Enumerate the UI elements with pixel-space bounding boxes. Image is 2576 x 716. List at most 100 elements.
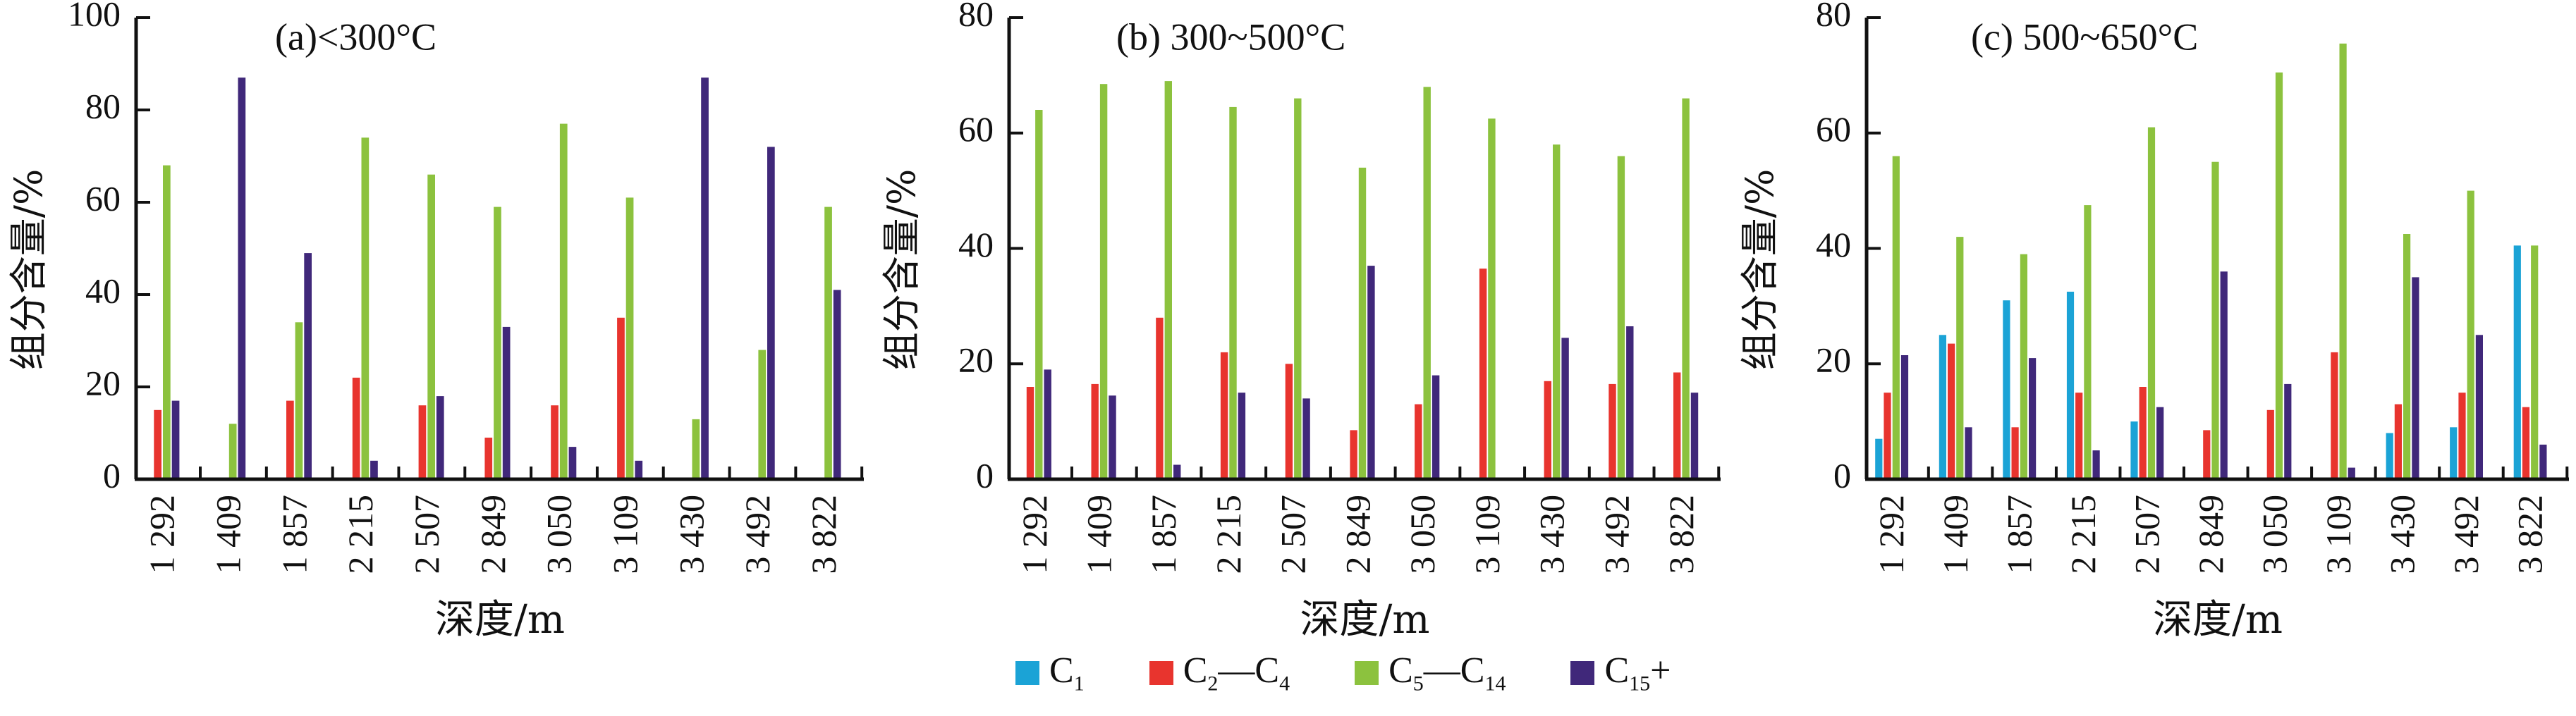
bar-c5-c14-2 <box>1956 237 1964 479</box>
bar-c5-c14-2 <box>1099 84 1108 479</box>
bar-c1-2 <box>1939 335 1946 479</box>
y-tick-label: 20 <box>85 363 121 402</box>
bar-c5-c14-10 <box>758 350 767 479</box>
bar-c2-c4-4 <box>1220 352 1228 479</box>
bar-c15-plus-1 <box>1044 369 1051 479</box>
y-tick-label: 80 <box>958 0 994 33</box>
x-tick-label: 1 292 <box>142 495 182 574</box>
bar-c15-plus-3 <box>304 253 312 479</box>
y-tick-label: 80 <box>85 86 121 125</box>
x-tick-label: 2 507 <box>407 495 446 574</box>
x-tick-label: 2 215 <box>2063 495 2103 574</box>
bar-c5-c14-7 <box>1423 87 1431 480</box>
bar-c2-c4-3 <box>1156 317 1164 480</box>
bar-c2-c4-7 <box>2266 409 2274 480</box>
bar-c2-c4-9 <box>2394 404 2402 479</box>
bar-c15-plus-3 <box>2029 358 2037 479</box>
x-tick-label: 3 822 <box>2510 495 2550 574</box>
x-tick-label: 1 409 <box>208 495 248 574</box>
legend-swatch-c5-c14 <box>1355 661 1379 685</box>
x-tick-label: 3 430 <box>1532 495 1572 574</box>
x-tick-label: 3 050 <box>539 495 579 574</box>
bar-c5-c14-3 <box>295 322 303 479</box>
bar-c2-c4-6 <box>484 438 493 479</box>
x-tick-label: 3 492 <box>738 495 777 574</box>
bar-c1-5 <box>2130 421 2138 479</box>
y-axis-label: 组分含量/% <box>879 169 924 371</box>
y-tick-label: 40 <box>85 271 121 310</box>
x-tick-label: 3 822 <box>1661 495 1701 574</box>
bar-c2-c4-8 <box>2331 352 2338 479</box>
chart-panel-3: 1 292 1 409 1 857 2 215 2 507 2 849 3 050 3 109… <box>1738 0 2569 643</box>
chart-title: (a)<300°C <box>275 16 437 58</box>
legend-label-c15-plus: C15+ <box>1604 650 1671 696</box>
legend-swatch-c15-plus <box>1570 661 1595 685</box>
legend-label-c1: C1 <box>1049 650 1085 696</box>
bar-c2-c4-10 <box>2458 393 2466 479</box>
bar-c2-c4-7 <box>1415 404 1422 479</box>
bar-c15-plus-10 <box>2475 335 2483 479</box>
bar-c15-plus-9 <box>2412 277 2419 479</box>
bar-c5-c14-7 <box>559 123 568 479</box>
bar-c5-c14-3 <box>1164 81 1172 480</box>
bar-c5-c14-5 <box>1294 98 1302 480</box>
chart-title: (b) 300~500°C <box>1116 16 1345 58</box>
bar-c2-c4-4 <box>2075 393 2083 479</box>
bar-c2-c4-5 <box>1285 364 1293 480</box>
bar-c2-c4-3 <box>2011 427 2019 479</box>
y-tick-label: 40 <box>1816 225 1851 264</box>
y-tick-label: 60 <box>1816 109 1851 149</box>
bar-c5-c14-1 <box>1892 156 1900 479</box>
bar-c2-c4-11 <box>1673 372 1681 479</box>
bar-c15-plus-5 <box>2156 407 2164 479</box>
bar-c5-c14-8 <box>625 197 634 479</box>
bar-c15-plus-7 <box>568 447 577 479</box>
y-tick-label: 60 <box>85 178 121 218</box>
bar-c15-plus-10 <box>767 147 775 479</box>
x-tick-label: 2 507 <box>1274 495 1313 574</box>
x-tick-label: 2 215 <box>1209 495 1248 574</box>
bar-c1-3 <box>2003 300 2010 479</box>
bar-c15-plus-11 <box>2539 444 2547 479</box>
x-tick-label: 1 409 <box>1936 495 1975 574</box>
bar-c15-plus-7 <box>2284 383 2292 479</box>
x-tick-label: 3 050 <box>2254 495 2294 574</box>
bar-c5-c14-8 <box>2339 43 2347 480</box>
x-axis-label: 深度/m <box>1300 597 1430 643</box>
bar-c2-c4-10 <box>1609 383 1616 479</box>
bar-c15-plus-11 <box>1690 393 1699 479</box>
bar-c2-c4-2 <box>1948 343 1955 479</box>
y-tick-label: 0 <box>1833 455 1851 495</box>
x-tick-label: 3 050 <box>1403 495 1442 574</box>
x-tick-label: 3 109 <box>1467 495 1507 574</box>
bar-c2-c4-1 <box>1026 387 1034 479</box>
bar-c5-c14-4 <box>1229 106 1237 479</box>
bar-c2-c4-7 <box>551 405 558 479</box>
bar-c5-c14-10 <box>1617 156 1625 479</box>
y-tick-label: 0 <box>976 455 994 495</box>
bar-c15-plus-7 <box>1432 375 1440 479</box>
bar-c15-plus-11 <box>833 290 841 479</box>
bar-c1-11 <box>2513 245 2521 479</box>
bar-c2-c4-5 <box>2139 387 2147 479</box>
bar-c15-plus-5 <box>1302 398 1310 479</box>
y-tick-label: 40 <box>958 225 994 264</box>
bar-c5-c14-11 <box>824 206 832 479</box>
x-tick-label: 3 430 <box>671 495 711 574</box>
bar-c2-c4-8 <box>1479 268 1487 479</box>
bar-c15-plus-6 <box>502 326 511 479</box>
bar-c5-c14-2 <box>228 424 237 479</box>
bar-c15-plus-10 <box>1626 326 1634 479</box>
bar-c5-c14-9 <box>692 419 700 479</box>
bar-c5-c14-5 <box>427 174 435 479</box>
bar-c5-c14-8 <box>1488 118 1496 480</box>
bar-c5-c14-1 <box>1035 110 1043 479</box>
bar-c15-plus-1 <box>171 400 180 479</box>
x-tick-label: 1 409 <box>1079 495 1118 574</box>
bar-c5-c14-5 <box>2147 127 2156 479</box>
bar-c15-plus-8 <box>635 460 643 479</box>
chart-panel-1: 1 292 1 409 1 857 2 215 2 507 2 849 3 050 3 109… <box>6 0 864 643</box>
legend-item-c2-c4: C2—C4 <box>1149 650 1290 696</box>
bar-c15-plus-5 <box>436 396 444 479</box>
bar-c2-c4-4 <box>352 377 360 479</box>
